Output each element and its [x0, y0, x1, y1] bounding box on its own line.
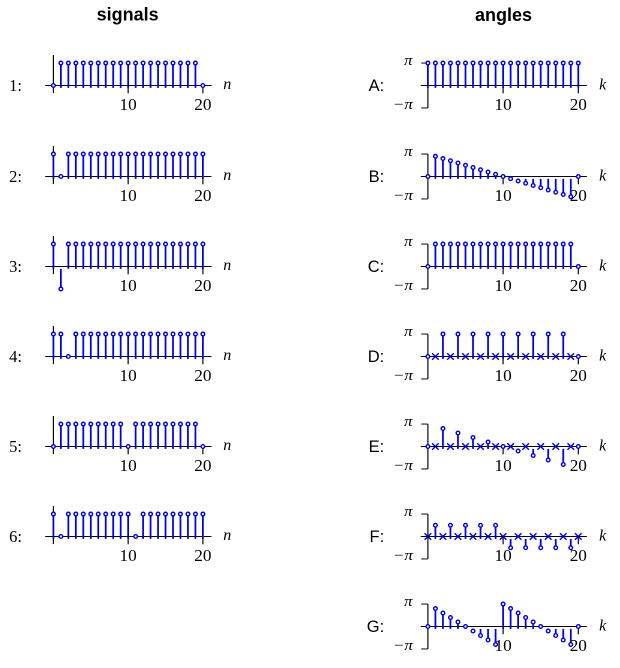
svg-text:angles: angles — [475, 5, 532, 25]
svg-text:π: π — [404, 504, 413, 520]
svg-text:n: n — [223, 167, 231, 184]
svg-text:6:: 6: — [9, 527, 22, 546]
svg-text:−π: −π — [393, 458, 414, 474]
svg-text:20: 20 — [570, 95, 587, 114]
svg-text:20: 20 — [570, 276, 587, 295]
svg-text:k: k — [599, 527, 607, 544]
svg-text:F:: F: — [370, 528, 385, 546]
svg-text:20: 20 — [570, 456, 587, 475]
svg-text:π: π — [404, 234, 413, 250]
svg-text:n: n — [223, 437, 231, 454]
svg-text:10: 10 — [495, 186, 512, 205]
svg-text:20: 20 — [194, 95, 211, 114]
svg-text:π: π — [404, 594, 413, 610]
svg-text:−π: −π — [393, 548, 414, 564]
svg-text:k: k — [599, 167, 607, 184]
svg-text:π: π — [404, 53, 413, 69]
svg-text:20: 20 — [194, 546, 211, 565]
svg-text:20: 20 — [570, 636, 587, 655]
svg-text:10: 10 — [495, 276, 512, 295]
svg-text:signals: signals — [97, 5, 159, 25]
svg-text:10: 10 — [120, 456, 137, 475]
svg-text:D:: D: — [368, 348, 385, 366]
svg-text:k: k — [599, 257, 607, 274]
svg-text:5:: 5: — [9, 437, 22, 456]
svg-text:20: 20 — [570, 366, 587, 385]
svg-text:n: n — [223, 527, 231, 544]
svg-text:10: 10 — [495, 366, 512, 385]
svg-text:−π: −π — [393, 278, 414, 294]
svg-text:n: n — [223, 257, 231, 274]
svg-text:k: k — [599, 76, 607, 93]
svg-text:π: π — [404, 144, 413, 160]
svg-text:B:: B: — [369, 168, 385, 186]
svg-text:1:: 1: — [9, 76, 22, 95]
svg-text:k: k — [599, 347, 607, 364]
svg-text:C:: C: — [368, 258, 385, 276]
svg-text:10: 10 — [120, 366, 137, 385]
svg-text:20: 20 — [194, 186, 211, 205]
svg-text:10: 10 — [120, 95, 137, 114]
svg-text:−π: −π — [393, 368, 414, 384]
svg-text:k: k — [599, 617, 607, 634]
svg-text:π: π — [404, 324, 413, 340]
svg-text:10: 10 — [120, 276, 137, 295]
svg-text:k: k — [599, 437, 607, 454]
svg-text:A:: A: — [369, 77, 385, 95]
svg-text:−π: −π — [393, 97, 414, 113]
svg-text:10: 10 — [495, 95, 512, 114]
svg-text:10: 10 — [495, 546, 512, 565]
svg-text:20: 20 — [194, 456, 211, 475]
svg-text:10: 10 — [120, 186, 137, 205]
svg-text:n: n — [223, 76, 231, 93]
svg-text:E:: E: — [369, 438, 385, 456]
svg-text:20: 20 — [194, 276, 211, 295]
svg-text:G:: G: — [367, 618, 384, 636]
svg-text:−π: −π — [393, 638, 414, 654]
svg-text:n: n — [223, 347, 231, 364]
svg-text:π: π — [404, 414, 413, 430]
svg-text:10: 10 — [495, 456, 512, 475]
svg-text:20: 20 — [570, 546, 587, 565]
svg-text:20: 20 — [194, 366, 211, 385]
svg-text:10: 10 — [495, 636, 512, 655]
svg-text:−π: −π — [393, 188, 414, 204]
svg-text:2:: 2: — [9, 167, 22, 186]
svg-text:10: 10 — [120, 546, 137, 565]
svg-text:20: 20 — [570, 186, 587, 205]
svg-text:4:: 4: — [9, 347, 22, 366]
svg-text:3:: 3: — [9, 257, 22, 276]
